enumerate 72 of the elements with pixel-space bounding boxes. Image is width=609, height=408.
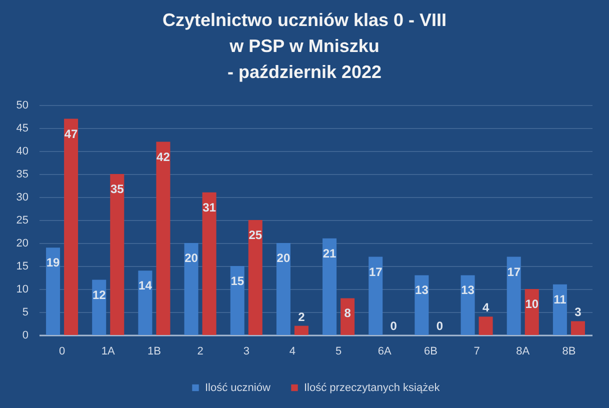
y-tick-label: 10: [16, 284, 28, 296]
data-label: 47: [64, 126, 78, 141]
y-tick-label: 15: [16, 260, 28, 272]
bar: [184, 243, 198, 335]
data-label: 3: [574, 305, 582, 320]
bar: [46, 248, 60, 335]
x-tick-label: 1A: [101, 346, 116, 358]
y-tick-label: 50: [16, 100, 28, 112]
data-label: 14: [138, 278, 152, 293]
data-label: 0: [436, 319, 444, 333]
x-tick-label: 6A: [378, 346, 392, 358]
bar: [110, 174, 124, 335]
data-label: 4: [482, 300, 490, 315]
data-label: 20: [184, 251, 198, 265]
y-tick-label: 5: [22, 306, 28, 318]
data-label: 15: [230, 274, 244, 288]
x-tick-label: 4: [289, 346, 296, 358]
data-label: 0: [390, 319, 398, 333]
y-tick-label: 0: [22, 330, 28, 342]
chart-title: Czytelnictwo uczniów klas 0 - VIII w PSP w Mniszku - październik 2022: [162, 10, 447, 82]
legend-label: Ilość uczniów: [205, 382, 270, 394]
bar: [92, 280, 106, 335]
x-tick-label: 8B: [562, 346, 576, 358]
bar: [570, 321, 585, 335]
y-tick-label: 45: [16, 122, 28, 134]
bar: [322, 238, 337, 335]
bar: [524, 289, 539, 335]
data-label: 11: [554, 292, 567, 306]
data-label: 13: [415, 283, 429, 298]
x-tick-label: 1B: [147, 346, 161, 358]
y-tick-label: 20: [16, 238, 28, 250]
data-label: 42: [156, 150, 170, 164]
data-label: 20: [276, 251, 290, 265]
bar: [552, 284, 567, 335]
data-label: 19: [46, 256, 60, 270]
bar: [64, 118, 78, 335]
x-tick-label: 2: [197, 346, 204, 358]
bar: [340, 298, 355, 335]
bar: [230, 266, 244, 335]
data-label: 8: [344, 306, 352, 320]
x-tick-label: 0: [58, 346, 66, 358]
bar: [294, 326, 308, 335]
data-label: 31: [202, 200, 216, 214]
bar: [276, 243, 290, 335]
x-tick-label: 3: [243, 346, 250, 358]
bar: [156, 142, 170, 335]
legend-label: Ilość przeczytanych książek: [304, 382, 440, 394]
x-tick-label: 7: [474, 346, 480, 358]
y-tick-label: 25: [16, 214, 28, 226]
y-tick-label: 40: [16, 146, 28, 158]
data-label: 10: [525, 297, 539, 311]
data-label: 35: [110, 182, 124, 196]
x-tick-label: 5: [335, 346, 342, 358]
data-label: 2: [298, 310, 306, 324]
data-label: 13: [461, 283, 475, 298]
bar: [414, 275, 429, 335]
x-tick-label: 6B: [424, 346, 438, 358]
x-tick-label: 8A: [516, 346, 530, 358]
bar: [138, 270, 152, 335]
data-label: 12: [92, 288, 106, 302]
bar: [202, 192, 216, 335]
bar: [460, 275, 475, 335]
bar: [248, 220, 262, 335]
data-label: 17: [368, 264, 383, 279]
y-tick-label: 35: [16, 168, 28, 180]
bar: [478, 316, 493, 335]
data-label: 21: [322, 246, 337, 260]
bar: [368, 256, 383, 335]
data-label: 25: [248, 228, 262, 242]
y-tick-label: 30: [16, 192, 28, 204]
bar: [506, 256, 521, 335]
data-label: 17: [507, 264, 521, 279]
